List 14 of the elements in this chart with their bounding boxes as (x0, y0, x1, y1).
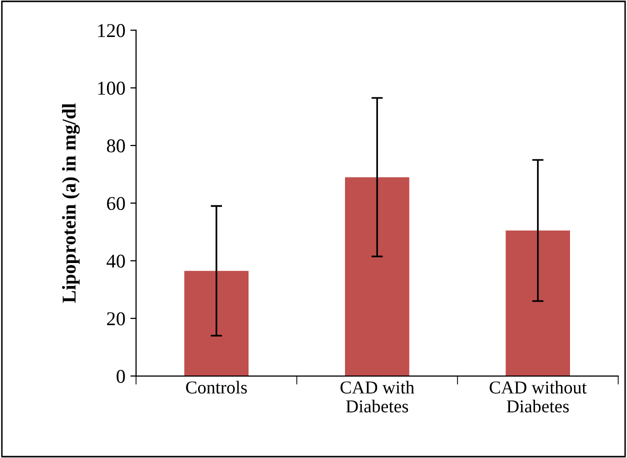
y-tick-label: 40 (106, 254, 125, 268)
y-tick-label: 120 (98, 24, 125, 38)
y-tick-label: 0 (116, 370, 125, 383)
x-tick-label: CAD with Diabetes (340, 380, 414, 412)
x-tick-label: CAD without Diabetes (490, 380, 587, 412)
y-tick-label: 100 (98, 82, 125, 95)
bar (506, 230, 570, 376)
y-tick-label: 20 (107, 312, 125, 326)
bar (344, 177, 410, 376)
bar (184, 270, 249, 376)
x-tick-label: Controls (186, 380, 247, 394)
y-axis-title: Lipoprotein (a) in mg/dl (62, 103, 80, 303)
y-tick-label: 80 (106, 139, 125, 152)
y-tick-label: 60 (107, 196, 125, 210)
